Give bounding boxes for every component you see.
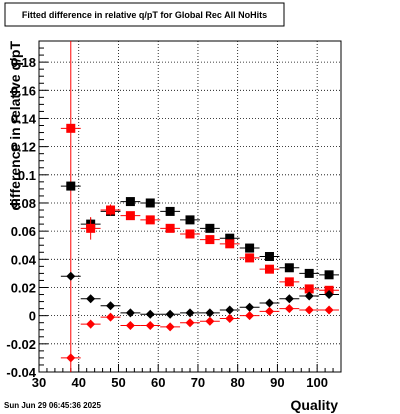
data-point — [245, 311, 255, 321]
data-point — [86, 223, 96, 233]
data-point — [165, 309, 175, 319]
series-3 — [60, 271, 340, 319]
data-point — [225, 233, 235, 243]
data-point — [245, 243, 255, 253]
data-point — [145, 321, 155, 331]
data-point — [205, 223, 215, 233]
x-axis-ticks: 30 40 50 60 70 80 90 100 — [32, 364, 342, 390]
data-point — [145, 309, 155, 319]
data-point — [165, 322, 175, 332]
y-tick-label: 0.14 — [11, 111, 37, 126]
data-point — [264, 298, 274, 308]
x-tick-label: 30 — [32, 375, 46, 390]
data-series — [60, 123, 340, 363]
y-tick-label: -0.04 — [6, 365, 36, 380]
y-tick-label: 0.08 — [11, 196, 36, 211]
data-point — [284, 294, 294, 304]
data-point — [284, 304, 294, 314]
data-point — [145, 198, 155, 208]
data-point — [106, 312, 116, 322]
data-point — [304, 305, 314, 315]
x-tick-label: 90 — [270, 375, 284, 390]
y-tick-label: 0.06 — [11, 224, 36, 239]
x-tick-label: 60 — [151, 375, 165, 390]
x-tick-label: 40 — [72, 375, 86, 390]
data-point — [304, 268, 314, 278]
data-point — [264, 252, 274, 262]
series-4 — [60, 304, 340, 363]
data-point — [205, 316, 215, 326]
y-axis-title: difference in relative q/pT — [7, 41, 23, 211]
data-point — [125, 211, 135, 221]
title-box — [4, 2, 285, 27]
y-tick-label: 0 — [29, 309, 36, 324]
data-point — [125, 308, 135, 318]
data-point — [106, 205, 116, 215]
data-point — [324, 305, 334, 315]
data-point — [125, 321, 135, 331]
timestamp-label: Sun Jun 29 06:45:36 2025 — [4, 401, 101, 410]
x-tick-label: 80 — [230, 375, 244, 390]
y-tick-label: 0.04 — [11, 252, 37, 267]
y-tick-label: 0.1 — [18, 168, 36, 183]
data-point — [205, 308, 215, 318]
data-point — [185, 215, 195, 225]
y-tick-label: 0.12 — [11, 140, 36, 155]
data-point — [225, 313, 235, 323]
data-point — [66, 181, 76, 191]
data-point — [125, 197, 135, 207]
data-point — [304, 284, 314, 294]
series-1 — [60, 181, 340, 280]
data-point — [185, 308, 195, 318]
x-tick-label: 50 — [111, 375, 125, 390]
data-point — [86, 319, 96, 329]
data-point — [145, 215, 155, 225]
data-point — [324, 290, 334, 300]
data-point — [304, 291, 314, 301]
y-axis-ticks: -0.04 -0.02 0 0.02 0.04 0.06 0.08 0.1 0.12 0.14 0.… — [6, 40, 48, 380]
data-point — [225, 239, 235, 249]
data-point — [205, 235, 215, 245]
data-point — [165, 223, 175, 233]
data-point — [185, 229, 195, 239]
data-point — [165, 206, 175, 216]
grid-lines — [39, 41, 341, 372]
x-tick-label: 100 — [306, 375, 328, 390]
data-point — [225, 305, 235, 315]
y-tick-label: -0.02 — [6, 337, 36, 352]
y-tick-label: 0.02 — [11, 280, 36, 295]
data-point — [264, 264, 274, 274]
x-tick-label: 70 — [191, 375, 205, 390]
data-point — [245, 302, 255, 312]
chart-title: Fitted difference in relative q/pT for G… — [22, 10, 267, 20]
y-tick-label: 0.16 — [11, 83, 36, 98]
data-point — [324, 270, 334, 280]
series-2 — [60, 123, 340, 295]
data-point — [66, 123, 76, 133]
data-point — [66, 353, 76, 363]
data-point — [66, 271, 76, 281]
x-axis-title: Quality — [291, 397, 339, 413]
data-point — [86, 294, 96, 304]
data-point — [106, 301, 116, 311]
data-point — [284, 263, 294, 273]
data-point — [245, 253, 255, 263]
data-point — [284, 277, 294, 287]
data-point — [264, 306, 274, 316]
data-point — [185, 318, 195, 328]
y-tick-label: 0.18 — [11, 55, 36, 70]
